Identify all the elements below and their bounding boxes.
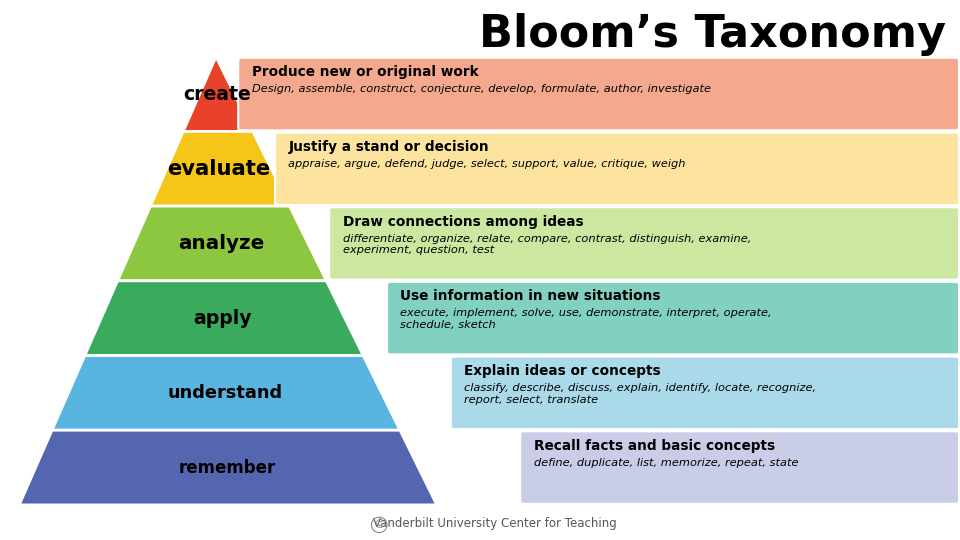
Text: Draw connections among ideas: Draw connections among ideas <box>343 215 583 229</box>
Polygon shape <box>183 57 252 131</box>
FancyBboxPatch shape <box>520 431 959 504</box>
Text: ©: © <box>372 518 386 531</box>
FancyBboxPatch shape <box>329 207 959 280</box>
Text: understand: understand <box>167 384 282 402</box>
Text: remember: remember <box>179 458 276 477</box>
FancyBboxPatch shape <box>238 58 959 130</box>
Text: Vanderbilt University Center for Teaching: Vanderbilt University Center for Teachin… <box>372 517 616 530</box>
Text: Explain ideas or concepts: Explain ideas or concepts <box>465 364 660 378</box>
Text: define, duplicate, list, memorize, repeat, state: define, duplicate, list, memorize, repea… <box>534 458 798 468</box>
Text: evaluate: evaluate <box>167 159 271 179</box>
Text: Justify a stand or decision: Justify a stand or decision <box>288 140 489 154</box>
Text: Recall facts and basic concepts: Recall facts and basic concepts <box>534 439 775 453</box>
Polygon shape <box>84 281 363 355</box>
Text: Bloom’s Taxonomy: Bloom’s Taxonomy <box>479 14 946 57</box>
Text: Design, assemble, construct, conjecture, develop, formulate, author, investigate: Design, assemble, construct, conjecture,… <box>252 84 710 94</box>
Text: appraise, argue, defend, judge, select, support, value, critique, weigh: appraise, argue, defend, judge, select, … <box>288 159 686 169</box>
Polygon shape <box>52 355 400 430</box>
Polygon shape <box>117 206 326 281</box>
Polygon shape <box>151 131 290 206</box>
Text: analyze: analyze <box>178 234 264 253</box>
Text: classify, describe, discuss, explain, identify, locate, recognize,
report, selec: classify, describe, discuss, explain, id… <box>465 383 816 404</box>
Text: differentiate, organize, relate, compare, contrast, distinguish, examine,
experi: differentiate, organize, relate, compare… <box>343 234 751 255</box>
Text: apply: apply <box>194 309 252 328</box>
Text: execute, implement, solve, use, demonstrate, interpret, operate,
schedule, sketc: execute, implement, solve, use, demonstr… <box>400 308 772 330</box>
FancyBboxPatch shape <box>275 132 959 205</box>
Text: Use information in new situations: Use information in new situations <box>400 289 661 303</box>
FancyBboxPatch shape <box>387 282 959 354</box>
Polygon shape <box>19 430 437 505</box>
FancyBboxPatch shape <box>451 356 959 429</box>
Text: create: create <box>183 85 251 104</box>
Text: Produce new or original work: Produce new or original work <box>252 65 478 79</box>
